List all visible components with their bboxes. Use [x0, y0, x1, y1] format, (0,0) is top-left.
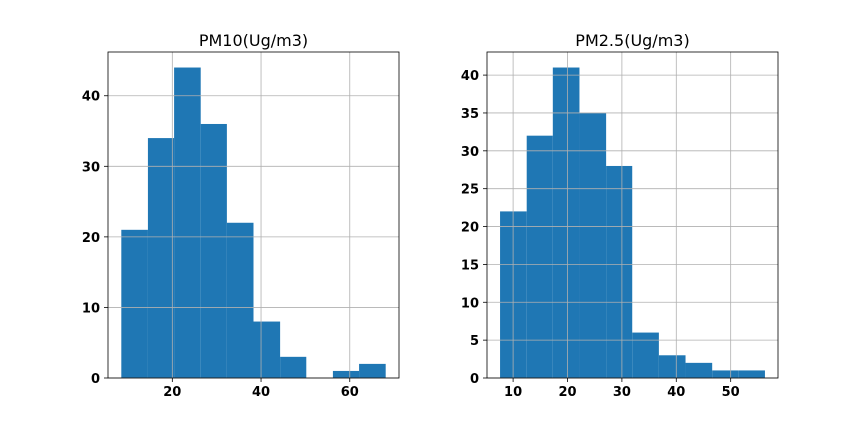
pm25-x-tick-label: 30	[613, 385, 631, 400]
pm25-bar-7	[685, 362, 713, 378]
pm25-bar-6	[658, 355, 686, 378]
pm25-y-tick-label: 25	[461, 183, 479, 198]
pm25-bar-1	[526, 135, 553, 378]
pm25-bar-8	[712, 370, 739, 378]
pm25-y-tick-label: 35	[461, 107, 479, 122]
pm10-y-tick-label: 30	[82, 160, 100, 175]
pm10-y-tick-label: 10	[82, 301, 100, 316]
pm25-chart-title: PM2.5(Ug/m3)	[575, 31, 689, 50]
pm25-x-tick-label: 50	[722, 385, 740, 400]
pm25-bar-2	[552, 67, 580, 379]
pm10-axes-frame	[107, 51, 400, 379]
pm10-x-tick-label: 20	[163, 385, 181, 400]
pm25-x-tick-label: 20	[558, 385, 576, 400]
pm10-bar-4	[226, 222, 254, 378]
pm10-chart-title: PM10(Ug/m3)	[199, 31, 308, 50]
histogram-pm25: 10 20 30 40 50 0 5 10 15 20 25 30 35 40 PM2.5(Ug/m3)	[461, 31, 779, 400]
pm25-axes-frame	[486, 51, 779, 379]
pm25-y-tick-label: 40	[461, 69, 479, 84]
pm25-y-tick-label: 10	[461, 296, 479, 311]
pm25-bar-4	[606, 165, 633, 378]
pm25-bar-5	[632, 332, 659, 378]
pm25-y-tick-label: 20	[461, 221, 479, 236]
pm25-bar-3	[579, 112, 607, 378]
pm10-bar-8	[332, 370, 360, 378]
pm25-y-tick-label: 30	[461, 145, 479, 160]
pm10-y-tick-label: 40	[82, 90, 100, 105]
pm10-bar-1	[147, 138, 175, 378]
pm10-bar-2	[174, 67, 201, 379]
histogram-pm10: 20 40 60 0 10 20 30 40 PM10(Ug/m3)	[82, 31, 400, 400]
pm25-y-tick-label: 0	[470, 372, 479, 387]
pm10-bar-3	[200, 123, 227, 378]
pm25-x-tick-label: 40	[667, 385, 685, 400]
pm25-x-tick-label: 10	[504, 385, 522, 400]
pm10-bar-9	[359, 363, 386, 378]
pm25-bar-9	[738, 370, 765, 378]
pm25-y-tick-label: 15	[461, 258, 479, 273]
pm10-y-tick-label: 20	[82, 231, 100, 246]
pm10-bar-5	[253, 321, 281, 378]
pm25-y-tick-label: 5	[470, 334, 479, 349]
pm10-x-tick-label: 40	[252, 385, 270, 400]
pm10-bar-0	[121, 229, 148, 378]
pm10-y-tick-label: 0	[91, 372, 100, 387]
pm10-x-tick-label: 60	[341, 385, 359, 400]
pm10-bar-6	[280, 356, 307, 378]
